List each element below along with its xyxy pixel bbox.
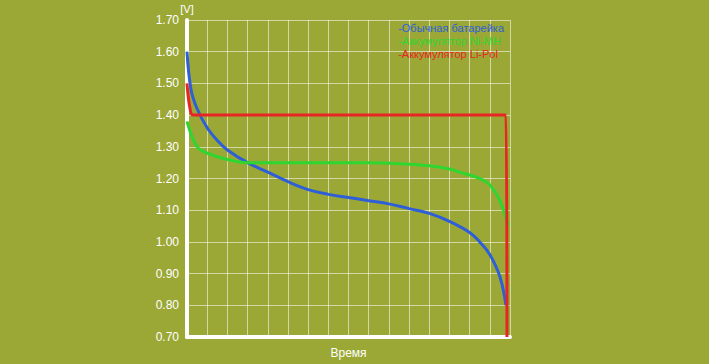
svg-text:1.10: 1.10 xyxy=(156,203,180,217)
svg-text:[V]: [V] xyxy=(180,3,193,15)
svg-text:-Аккумулятор Li-Pol: -Аккумулятор Li-Pol xyxy=(398,48,498,60)
svg-text:0.80: 0.80 xyxy=(156,298,180,312)
svg-text:-Аккумулятор Ni-MH: -Аккумулятор Ni-MH xyxy=(398,35,501,47)
svg-text:1.00: 1.00 xyxy=(156,235,180,249)
svg-text:1.70: 1.70 xyxy=(156,13,180,27)
svg-text:-Обычная батарейка: -Обычная батарейка xyxy=(398,22,505,34)
svg-text:1.20: 1.20 xyxy=(156,172,180,186)
svg-text:Время: Время xyxy=(330,346,366,360)
svg-text:1.50: 1.50 xyxy=(156,76,180,90)
svg-text:0.90: 0.90 xyxy=(156,267,180,281)
svg-text:1.30: 1.30 xyxy=(156,140,180,154)
svg-text:1.40: 1.40 xyxy=(156,108,180,122)
svg-text:0.70: 0.70 xyxy=(156,330,180,344)
svg-text:1.60: 1.60 xyxy=(156,45,180,59)
